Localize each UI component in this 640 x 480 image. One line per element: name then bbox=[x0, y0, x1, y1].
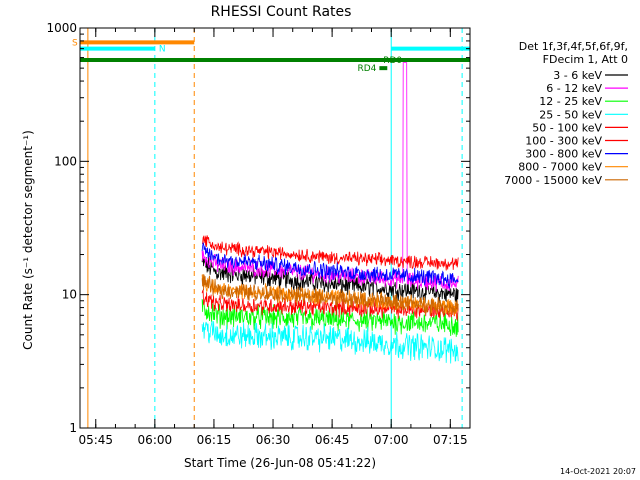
series-line bbox=[201, 299, 459, 337]
legend-entry-label: 7000 - 15000 keV bbox=[504, 174, 602, 187]
legend-header-line-1: Det 1f,3f,4f,5f,6f,9f, bbox=[519, 40, 628, 53]
series-line bbox=[201, 241, 459, 289]
legend-header-line-2: FDecim 1, Att 0 bbox=[543, 53, 628, 66]
legend-entry-label: 800 - 7000 keV bbox=[518, 161, 602, 174]
legend-entry-label: 300 - 800 keV bbox=[525, 148, 602, 161]
y-tick-label: 1 bbox=[69, 421, 77, 435]
flag-label: RD4 bbox=[357, 64, 376, 74]
x-tick-label: 07:00 bbox=[374, 433, 409, 447]
legend-entry-label: 6 - 12 keV bbox=[546, 82, 602, 95]
x-tick-label: 06:15 bbox=[197, 433, 232, 447]
legend-entry-label: 50 - 100 keV bbox=[532, 121, 602, 134]
legend-entry-label: 100 - 300 keV bbox=[525, 135, 602, 148]
legend-entry-label: 12 - 25 keV bbox=[539, 95, 602, 108]
y-tick-label: 10 bbox=[62, 288, 77, 302]
x-tick-label: 07:15 bbox=[433, 433, 468, 447]
axes bbox=[79, 27, 471, 429]
plot-frame bbox=[79, 27, 471, 429]
x-tick-label: 05:45 bbox=[78, 433, 113, 447]
series-line bbox=[201, 288, 459, 322]
y-tick-label: 100 bbox=[54, 154, 77, 168]
flag-label: RD0 bbox=[383, 56, 402, 66]
series-line bbox=[201, 273, 459, 316]
plot-area: S N RD0 RD4 bbox=[72, 28, 470, 428]
flag-label: N bbox=[159, 45, 166, 55]
y-axis-label: Count Rate (s⁻¹ detector segment⁻¹) bbox=[21, 130, 35, 350]
y-axis-ticks: 1 10 100 1000 bbox=[46, 21, 470, 435]
x-tick-label: 06:00 bbox=[138, 433, 173, 447]
series-line bbox=[201, 320, 459, 364]
legend-entry-label: 3 - 6 keV bbox=[553, 69, 602, 82]
legend-entry-label: 25 - 50 keV bbox=[539, 108, 602, 121]
y-tick-label: 1000 bbox=[46, 21, 77, 35]
x-axis-ticks: 05:45 06:00 06:15 06:30 06:45 07:00 07:15 bbox=[78, 28, 471, 447]
legend: Det 1f,3f,4f,5f,6f,9f, FDecim 1, Att 0 3… bbox=[504, 40, 628, 187]
x-tick-label: 06:45 bbox=[315, 433, 350, 447]
x-tick-label: 06:30 bbox=[256, 433, 291, 447]
flag-label: S bbox=[72, 38, 78, 48]
timestamp: 14-Oct-2021 20:07 bbox=[560, 467, 636, 476]
series-line bbox=[201, 257, 459, 304]
chart-title: RHESSI Count Rates bbox=[211, 4, 352, 20]
series-line bbox=[202, 235, 459, 271]
x-axis-label: Start Time (26-Jun-08 05:41:22) bbox=[184, 456, 376, 470]
